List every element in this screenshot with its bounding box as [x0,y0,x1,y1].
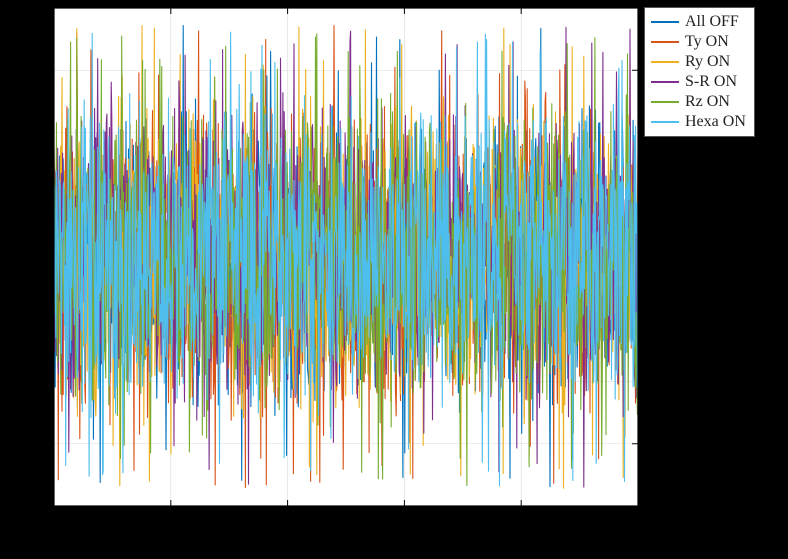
legend-item: Ry ON [651,52,746,72]
legend-item: All OFF [651,12,746,32]
legend-swatch [651,41,679,43]
legend-label: Ry ON [685,52,730,72]
legend-label: Ty ON [685,32,729,52]
line-chart [34,0,658,526]
legend-label: S-R ON [685,72,737,92]
legend-swatch [651,121,679,123]
legend: All OFFTy ONRy ONS-R ONRz ONHexa ON [644,7,755,137]
legend-label: Hexa ON [685,112,746,132]
legend-item: Ty ON [651,32,746,52]
legend-item: Hexa ON [651,112,746,132]
legend-swatch [651,21,679,23]
legend-swatch [651,101,679,103]
legend-item: S-R ON [651,72,746,92]
chart-container: { "chart": { "type": "line-noise", "widt… [0,0,788,559]
legend-swatch [651,61,679,63]
legend-swatch [651,81,679,83]
legend-item: Rz ON [651,92,746,112]
legend-label: All OFF [685,12,739,32]
legend-label: Rz ON [685,92,730,112]
